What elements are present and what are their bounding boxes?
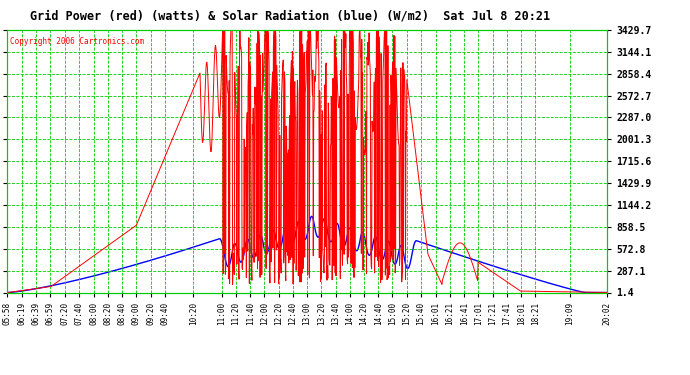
Text: Copyright 2006 Cartronics.com: Copyright 2006 Cartronics.com: [10, 37, 144, 46]
Text: Grid Power (red) (watts) & Solar Radiation (blue) (W/m2)  Sat Jul 8 20:21: Grid Power (red) (watts) & Solar Radiati…: [30, 9, 550, 22]
